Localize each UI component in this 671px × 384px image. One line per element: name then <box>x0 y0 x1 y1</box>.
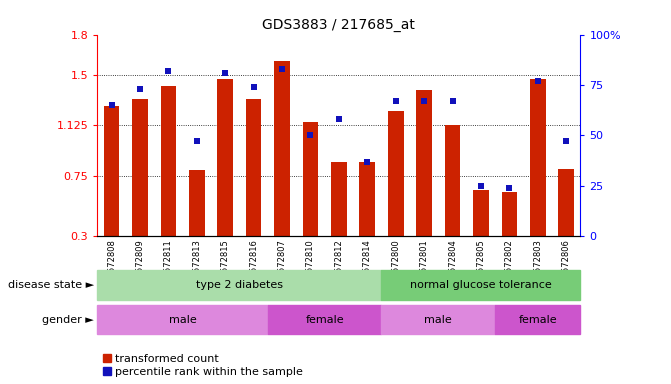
Bar <box>416 90 432 236</box>
Bar <box>268 305 382 334</box>
Text: male: male <box>425 314 452 325</box>
Point <box>163 68 174 74</box>
Bar <box>382 305 495 334</box>
Point <box>476 183 486 189</box>
Text: female: female <box>519 314 557 325</box>
Point <box>191 138 202 144</box>
Bar <box>217 79 233 236</box>
Bar <box>473 190 488 236</box>
Legend: transformed count, percentile rank within the sample: transformed count, percentile rank withi… <box>103 354 303 377</box>
Bar <box>331 162 347 236</box>
Bar <box>530 79 546 236</box>
Bar <box>160 86 176 236</box>
Bar <box>495 305 580 334</box>
Text: gender ►: gender ► <box>42 314 94 325</box>
Point <box>504 185 515 191</box>
Bar <box>382 270 580 300</box>
Bar <box>104 106 119 236</box>
Point <box>106 102 117 108</box>
Title: GDS3883 / 217685_at: GDS3883 / 217685_at <box>262 18 415 32</box>
Point <box>419 98 429 104</box>
Bar <box>132 99 148 236</box>
Point <box>447 98 458 104</box>
Bar <box>445 125 460 236</box>
Bar <box>189 170 205 236</box>
Bar <box>558 169 574 236</box>
Point <box>333 116 344 122</box>
Text: female: female <box>305 314 344 325</box>
Text: male: male <box>168 314 197 325</box>
Point <box>248 84 259 90</box>
Point <box>135 86 146 92</box>
Point <box>391 98 401 104</box>
Bar <box>274 61 290 236</box>
Point <box>362 159 372 165</box>
Point <box>561 138 572 144</box>
Point <box>220 70 231 76</box>
Point <box>532 78 543 84</box>
Text: normal glucose tolerance: normal glucose tolerance <box>410 280 552 290</box>
Bar <box>246 99 262 236</box>
Bar <box>388 111 403 236</box>
Text: disease state ►: disease state ► <box>8 280 94 290</box>
Text: type 2 diabetes: type 2 diabetes <box>196 280 283 290</box>
Bar <box>97 270 382 300</box>
Bar <box>360 162 375 236</box>
Point <box>305 132 316 139</box>
Bar <box>303 122 318 236</box>
Bar <box>97 305 268 334</box>
Bar <box>501 192 517 236</box>
Point <box>276 66 287 72</box>
